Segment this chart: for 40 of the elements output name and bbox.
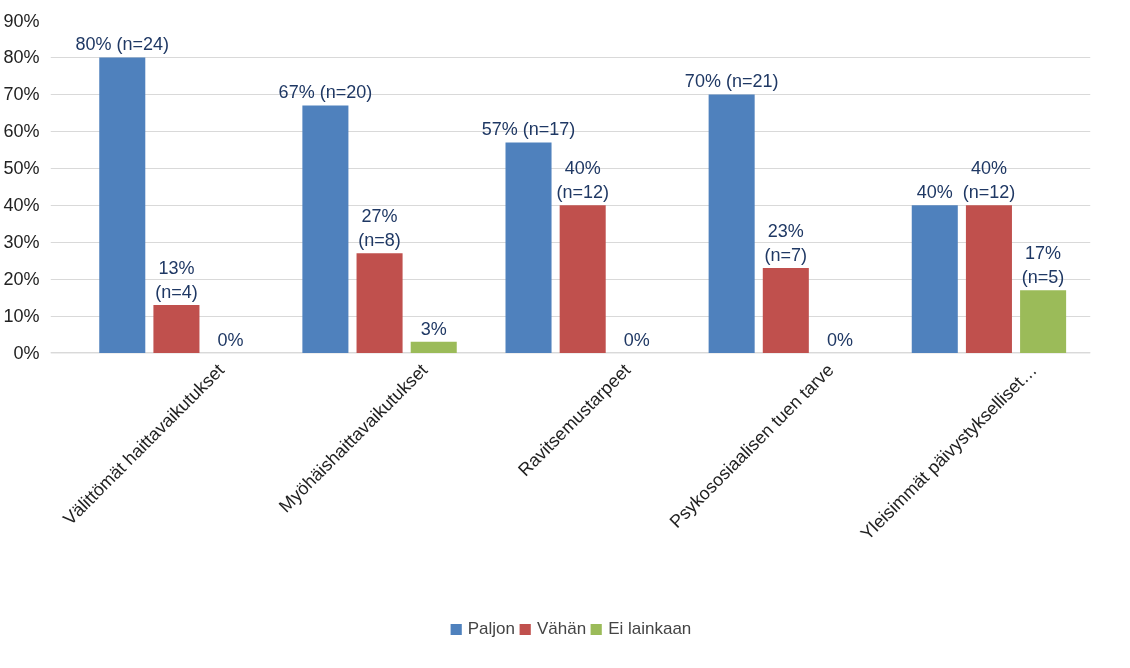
data-label: 40% (n=12) bbox=[962, 158, 1016, 203]
data-label: 40% (n=12) bbox=[556, 158, 609, 203]
data-label: 23% (n=7) bbox=[764, 220, 808, 265]
bar bbox=[559, 205, 606, 353]
y-tick-label: 0% bbox=[13, 342, 40, 363]
y-tick-label: 60% bbox=[3, 121, 40, 142]
legend-label: Vähän bbox=[536, 619, 587, 639]
legend-label: Ei lainkaan bbox=[608, 619, 692, 639]
y-tick-label: 70% bbox=[3, 84, 40, 105]
y-tick-label: 80% bbox=[3, 47, 40, 68]
legend-label: Paljon bbox=[467, 619, 515, 639]
data-label: 57% (n=17) bbox=[481, 119, 576, 140]
data-label: 0% bbox=[217, 329, 244, 350]
y-tick-label: 10% bbox=[3, 306, 40, 327]
bar bbox=[1020, 290, 1067, 353]
y-tick-label: 20% bbox=[3, 269, 40, 290]
y-tick-label: 90% bbox=[3, 10, 40, 31]
y-tick-label: 50% bbox=[3, 158, 40, 179]
data-label: 67% (n=20) bbox=[278, 82, 373, 103]
y-tick-label: 40% bbox=[3, 195, 40, 216]
data-label: 13% (n=4) bbox=[155, 257, 198, 302]
bar bbox=[762, 267, 809, 353]
bar bbox=[302, 105, 349, 353]
data-label: 0% bbox=[826, 329, 853, 350]
bar bbox=[911, 205, 958, 353]
bar bbox=[410, 341, 457, 353]
bar bbox=[505, 142, 552, 353]
data-label: 27% (n=8) bbox=[358, 206, 401, 251]
data-label: 3% bbox=[420, 318, 447, 339]
bar bbox=[708, 94, 755, 353]
data-label: 0% bbox=[623, 329, 650, 350]
data-label: 70% (n=21) bbox=[684, 71, 779, 92]
data-label: 80% (n=24) bbox=[75, 34, 170, 55]
bar bbox=[99, 57, 146, 353]
data-label: 40% bbox=[916, 182, 953, 203]
bar bbox=[965, 205, 1012, 353]
bar bbox=[356, 253, 403, 353]
bar bbox=[153, 304, 200, 353]
y-tick-label: 30% bbox=[3, 232, 40, 253]
data-label: 17% (n=5) bbox=[1021, 243, 1065, 288]
